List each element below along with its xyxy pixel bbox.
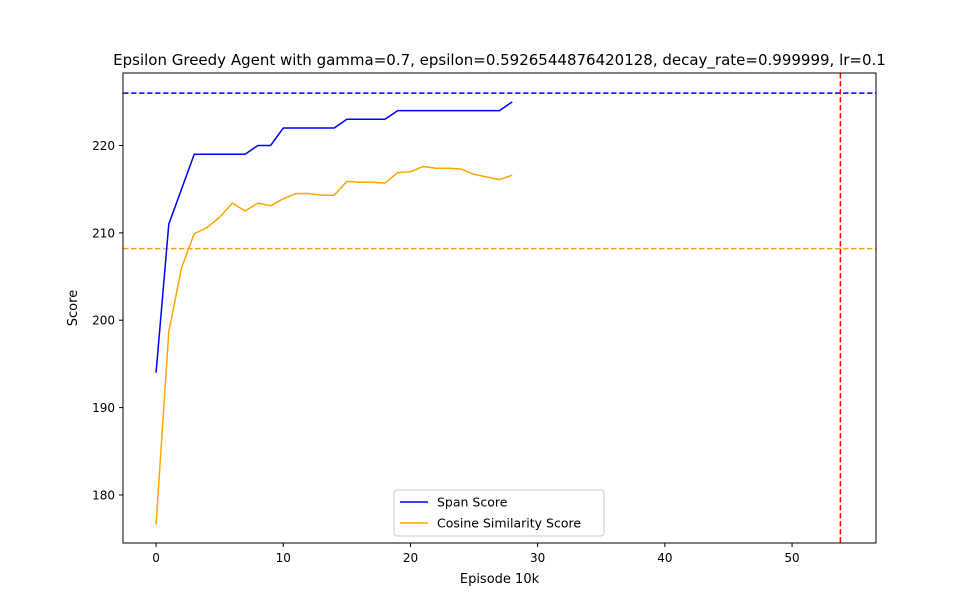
x-tick-label: 30 bbox=[530, 551, 545, 565]
y-tick-label: 210 bbox=[92, 226, 115, 240]
x-tick-label: 0 bbox=[152, 551, 160, 565]
legend-label-0: Span Score bbox=[437, 495, 508, 510]
y-tick-label: 200 bbox=[92, 314, 115, 328]
x-tick-label: 50 bbox=[784, 551, 799, 565]
legend-box bbox=[393, 489, 605, 537]
y-tick-label: 190 bbox=[92, 401, 115, 415]
x-tick-label: 10 bbox=[276, 551, 291, 565]
axes-frame bbox=[122, 72, 877, 544]
legend: Span Score Cosine Similarity Score bbox=[393, 489, 605, 537]
y-tick-label: 180 bbox=[92, 488, 115, 502]
plot-area: 0 10 20 30 40 50 180 190 200 210 220 bbox=[92, 72, 877, 565]
x-tick-label: 20 bbox=[403, 551, 418, 565]
chart-title: Epsilon Greedy Agent with gamma=0.7, eps… bbox=[113, 51, 886, 70]
legend-label-1: Cosine Similarity Score bbox=[437, 516, 581, 531]
x-tick-label: 40 bbox=[657, 551, 672, 565]
y-axis-label: Score bbox=[66, 290, 81, 326]
series-line-0 bbox=[155, 101, 513, 373]
y-tick-label: 220 bbox=[92, 139, 115, 153]
series-line-1 bbox=[155, 165, 513, 525]
reference-lines bbox=[123, 73, 876, 543]
x-axis-label: Episode 10k bbox=[460, 572, 540, 587]
